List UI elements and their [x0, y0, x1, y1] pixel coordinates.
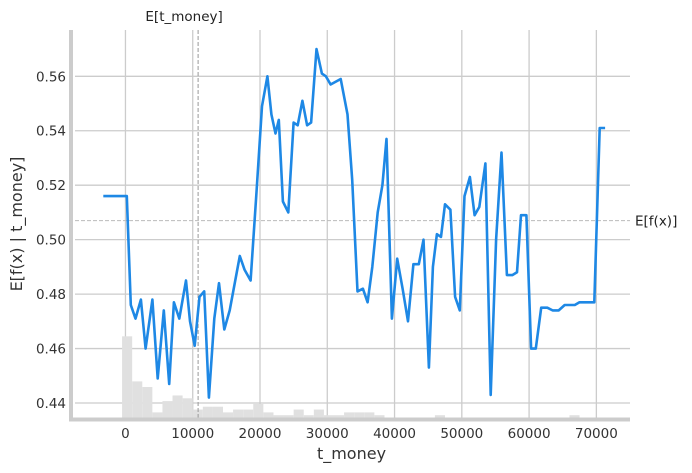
- y-tick-label: 0.52: [36, 178, 66, 194]
- histogram: [122, 336, 580, 418]
- histogram-bar: [152, 412, 163, 418]
- histogram-bar: [182, 398, 193, 418]
- histogram-bar: [273, 415, 284, 418]
- y-tick-label: 0.56: [36, 69, 66, 85]
- histogram-bar: [354, 412, 365, 418]
- y-axis-title: E[f(x) | t_money]: [7, 157, 27, 292]
- dependence-line: [103, 47, 606, 399]
- histogram-bar: [162, 401, 173, 418]
- histogram-bar: [233, 409, 244, 418]
- histogram-bar: [293, 409, 304, 418]
- expected-fx-label: E[f(x)]: [635, 214, 677, 230]
- y-tick-label: 0.50: [36, 233, 66, 249]
- x-tick-label: 0: [121, 426, 130, 442]
- histogram-bar: [374, 415, 385, 418]
- histogram-bar: [434, 415, 445, 418]
- histogram-bar: [122, 336, 133, 418]
- x-tick-label: 70000: [575, 426, 618, 442]
- histogram-bar: [142, 387, 153, 418]
- x-tick-label: 30000: [306, 426, 349, 442]
- histogram-bar: [323, 415, 334, 418]
- histogram-bar: [303, 415, 314, 418]
- histogram-bar: [223, 412, 234, 418]
- y-tick-label: 0.46: [36, 342, 66, 358]
- series-layer: [103, 47, 606, 399]
- y-tick-label: 0.54: [36, 124, 66, 140]
- histogram-bar: [313, 409, 324, 418]
- tick-labels: 0 10000 20000 30000 40000 50000 60000 70000 0.44…: [36, 69, 618, 442]
- histogram-bar: [344, 412, 355, 418]
- histogram-bar: [243, 409, 254, 418]
- reference-lines: [75, 30, 630, 418]
- x-axis-title: t_money: [317, 444, 386, 464]
- x-tick-label: 60000: [508, 426, 551, 442]
- histogram-bar: [212, 406, 223, 418]
- histogram-bar: [283, 415, 294, 418]
- x-tick-label: 40000: [373, 426, 416, 442]
- y-tick-label: 0.44: [36, 396, 66, 412]
- x-tick-label: 10000: [171, 426, 214, 442]
- histogram-bar: [569, 415, 580, 418]
- axes: [69, 30, 630, 422]
- histogram-bar: [172, 395, 183, 418]
- histogram-bar: [364, 412, 375, 418]
- histogram-bar: [253, 403, 264, 418]
- histogram-bar: [192, 409, 203, 418]
- histogram-bar: [202, 406, 213, 418]
- histogram-bar: [132, 381, 143, 418]
- y-tick-label: 0.48: [36, 287, 66, 303]
- x-tick-label: 20000: [239, 426, 282, 442]
- x-tick-label: 50000: [440, 426, 483, 442]
- expected-x-label: E[t_money]: [145, 9, 222, 25]
- histogram-bar: [263, 412, 274, 418]
- histogram-bar: [334, 415, 345, 418]
